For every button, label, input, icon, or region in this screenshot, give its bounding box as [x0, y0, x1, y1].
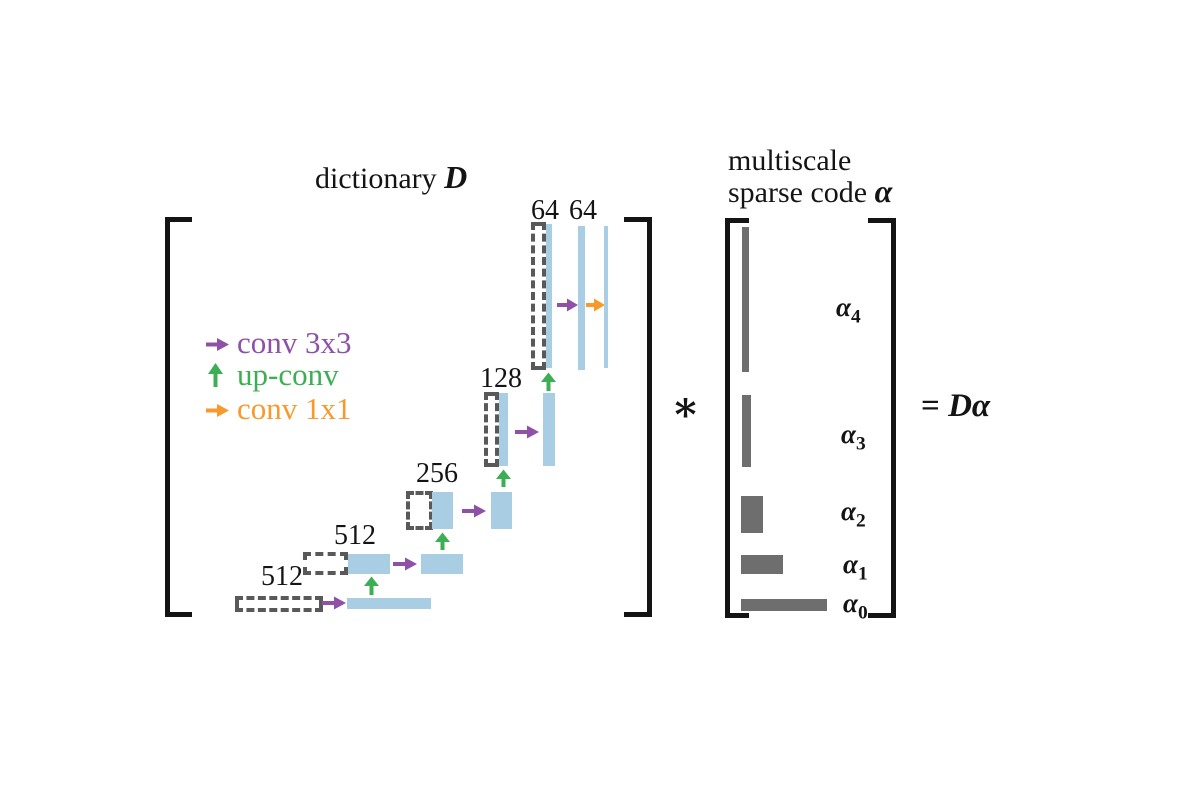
level1-channels-label: 512: [334, 520, 376, 551]
upconv-legend-label: up-conv: [237, 357, 339, 392]
level4-feature-map-c: [604, 226, 608, 368]
alpha0-label: α0: [843, 588, 868, 624]
equation-rhs: Dα: [948, 388, 991, 424]
alpha3-bar: [742, 395, 751, 467]
level4-conv3x3-arrow-icon: [557, 298, 578, 312]
equation: = Dα: [921, 388, 990, 425]
level3-channels-label: 128: [480, 363, 522, 394]
convolution-operator: ∗: [671, 385, 701, 431]
sparse-code-title-line1: multiscale: [728, 144, 852, 177]
conv1x1-legend-arrow-icon: [206, 404, 229, 417]
level1-skip-block: [303, 552, 348, 575]
level2-conv3x3-arrow-icon: [462, 504, 486, 518]
alpha0-bar: [741, 599, 827, 611]
level3-skip-block: [484, 392, 499, 467]
level2-feature-map-b: [491, 492, 512, 529]
dictionary-title: dictionary D: [315, 159, 468, 195]
level4-channels-label-2: 64: [569, 195, 597, 226]
equation-equals: =: [921, 388, 940, 424]
dictionary-title-text: dictionary: [315, 162, 437, 195]
level4-feature-map-a: [546, 224, 552, 368]
alpha3-label: α3: [841, 419, 866, 455]
level0-feature-map: [347, 598, 431, 609]
dictionary-right-bracket: [624, 217, 652, 617]
level4-upconv-arrow-icon: [541, 372, 556, 391]
sparse-code-title-symbol: α: [874, 173, 893, 209]
level2-upconv-arrow-icon: [435, 532, 450, 550]
sparse-code-right-bracket: [868, 218, 896, 618]
level4-feature-map-b: [578, 226, 585, 370]
level0-skip-block: [235, 596, 323, 612]
dictionary-title-symbol: D: [444, 159, 468, 195]
conv3x3-legend-label: conv 3x3: [237, 325, 352, 360]
level4-skip-block: [531, 222, 546, 370]
sparse-code-title: multiscale sparse code α: [728, 146, 892, 208]
level3-upconv-arrow-icon: [496, 469, 511, 487]
level4-conv1x1-arrow-icon: [586, 298, 605, 312]
level3-feature-map-a: [499, 393, 508, 466]
level3-conv3x3-arrow-icon: [515, 425, 539, 439]
alpha1-label: α1: [843, 549, 868, 585]
level2-feature-map-a: [432, 492, 453, 529]
alpha2-bar: [741, 496, 763, 533]
sparse-code-left-bracket: [725, 218, 749, 618]
conv1x1-legend-label: conv 1x1: [237, 391, 352, 426]
alpha4-label: α4: [836, 292, 861, 328]
alpha4-bar: [742, 227, 749, 372]
alpha2-label: α2: [841, 496, 866, 532]
level1-upconv-arrow-icon: [364, 576, 379, 595]
level2-skip-block: [406, 491, 433, 530]
dictionary-left-bracket: [165, 217, 192, 617]
sparse-code-title-line2: sparse code: [728, 176, 868, 209]
level3-feature-map-b: [543, 393, 555, 466]
level1-conv3x3-arrow-icon: [393, 557, 417, 571]
upconv-legend-arrow-icon: [208, 363, 223, 387]
level4-channels-label: 64: [531, 195, 559, 226]
level2-channels-label: 256: [416, 458, 458, 489]
level0-conv3x3-arrow-icon: [322, 596, 346, 610]
level1-feature-map-b: [421, 554, 463, 574]
level0-channels-label: 512: [261, 561, 303, 592]
conv3x3-legend-arrow-icon: [206, 338, 229, 351]
level1-feature-map-a: [348, 554, 390, 574]
alpha1-bar: [741, 555, 783, 574]
